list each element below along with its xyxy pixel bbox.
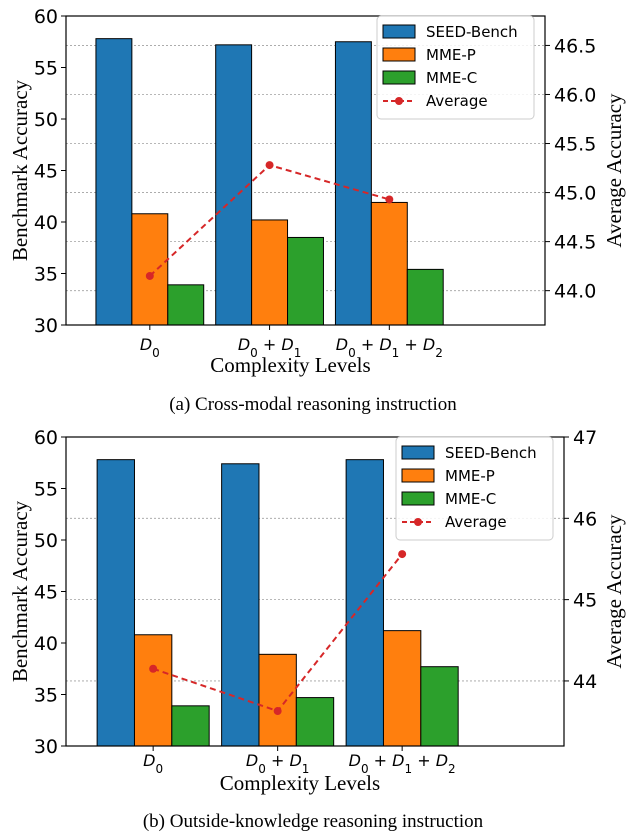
x-axis-label: Complexity Levels	[220, 771, 380, 795]
y2-tick-label: 45.5	[554, 134, 596, 156]
bar-mme-p-0	[131, 213, 169, 326]
y-tick-label: 40	[34, 633, 58, 655]
bar-mme-c-1	[287, 236, 324, 326]
y2-tick-label: 47	[573, 427, 597, 449]
y-tick-label: 35	[34, 685, 58, 707]
y-tick-label: 55	[34, 479, 58, 501]
y-tick-label: 30	[34, 736, 58, 758]
bar-seed-bench-1	[221, 463, 260, 747]
x-tick-label: D0 + D1 + D2	[336, 335, 443, 360]
y-tick-label: 40	[34, 212, 58, 234]
average-point-1	[265, 161, 274, 170]
y2-tick-label: 46	[573, 508, 597, 530]
bar-seed-bench-2	[334, 41, 372, 326]
average-point-2	[398, 550, 407, 559]
legend-label: MME-P	[445, 467, 495, 485]
bar-seed-bench-2	[345, 459, 384, 747]
legend-label: SEED-Bench	[426, 23, 518, 41]
x-axis-label: Complexity Levels	[210, 353, 370, 377]
x-tick-label: D0 + D1 + D2	[349, 751, 456, 776]
x-tick-label: D0	[140, 335, 160, 360]
legend-swatch	[382, 47, 416, 62]
bar-mme-p-1	[251, 219, 289, 326]
bar-mme-c-2	[406, 268, 444, 326]
bar-mme-c-0	[171, 705, 210, 747]
legend-label: MME-C	[426, 69, 477, 87]
bar-mme-p-2	[382, 630, 422, 747]
legend-swatch	[401, 491, 435, 506]
x-tick-label: D0 + D1	[246, 751, 310, 776]
legend-swatch	[401, 445, 435, 460]
legend-box	[376, 15, 535, 120]
legend-swatch	[401, 468, 435, 483]
bar-seed-bench-1	[215, 44, 253, 326]
y-tick-label: 50	[34, 109, 58, 131]
y-axis-label: Benchmark Accuracy	[8, 79, 32, 261]
legend-label: Average	[426, 92, 488, 110]
legend-label: Average	[445, 513, 507, 531]
average-point-2	[385, 195, 394, 204]
legend-marker	[395, 97, 403, 105]
panel-b: 30 35 40 45 50 55 60 44 45 46 47 D0 D0 + D1 D0 + D1 +…	[8, 427, 626, 832]
bar-mme-p-1	[258, 653, 297, 747]
y-tick-label: 35	[34, 264, 58, 286]
x-tick-label: D0 + D1	[238, 335, 302, 360]
legend-label: MME-P	[426, 46, 476, 64]
y-tick-label: 50	[34, 530, 58, 552]
average-point-0	[149, 664, 158, 673]
y-tick-label: 55	[34, 58, 58, 80]
bar-seed-bench-0	[96, 459, 135, 747]
y-tick-label: 60	[34, 427, 58, 449]
y2-axis-label: Average Accuracy	[602, 93, 626, 248]
legend-label: MME-C	[445, 490, 496, 508]
legend-marker	[414, 518, 422, 526]
y2-axis-label: Average Accuracy	[602, 514, 626, 669]
y-axis-label: Benchmark Accuracy	[8, 500, 32, 682]
legend-swatch	[382, 24, 416, 39]
y2-tick-label: 44.5	[554, 232, 596, 254]
bar-seed-bench-0	[95, 38, 133, 326]
legend-swatch	[382, 70, 416, 85]
figure-caption: (b) Outside-knowledge reasoning instruct…	[143, 811, 484, 832]
y2-tick-label: 45.0	[554, 183, 596, 205]
y-tick-label: 45	[34, 582, 58, 604]
legend-box	[395, 436, 554, 541]
bar-mme-p-0	[133, 634, 173, 747]
panel-a: 30 35 40 45 50 55 60 44.0 44.5 45.0 45.5 46.0 46.5 D0…	[8, 6, 626, 415]
y-tick-label: 30	[34, 315, 58, 337]
y2-tick-label: 44.0	[554, 281, 596, 303]
y-tick-label: 45	[34, 161, 58, 183]
legend-label: SEED-Bench	[445, 444, 537, 462]
bar-mme-p-2	[370, 201, 408, 326]
y-tick-label: 60	[34, 6, 58, 28]
y2-tick-label: 44	[573, 671, 597, 693]
y2-tick-label: 45	[573, 590, 597, 612]
x-tick-label: D0	[143, 751, 163, 776]
legend: SEED-Bench MME-P MME-C Average	[395, 436, 554, 541]
bar-mme-c-0	[167, 284, 205, 326]
y2-tick-label: 46.0	[554, 84, 596, 106]
legend: SEED-Bench MME-P MME-C Average	[376, 15, 535, 120]
average-point-1	[273, 707, 282, 716]
average-point-0	[145, 271, 154, 280]
figure-caption: (a) Cross-modal reasoning instruction	[169, 394, 457, 415]
bar-mme-c-2	[420, 666, 459, 747]
bar-mme-c-1	[295, 697, 335, 747]
y2-tick-label: 46.5	[554, 35, 596, 57]
